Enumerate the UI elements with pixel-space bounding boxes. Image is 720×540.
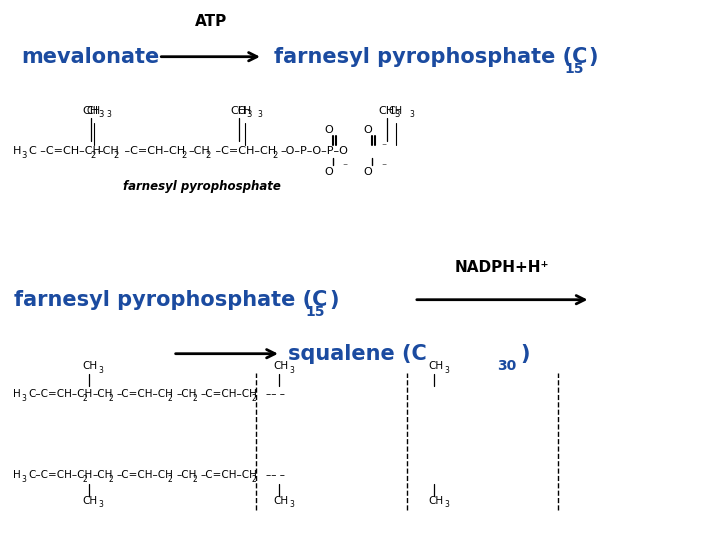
- Text: –CH: –CH: [92, 470, 112, 480]
- Text: 3: 3: [22, 394, 27, 403]
- Text: H: H: [13, 146, 22, 156]
- Text: –CH: –CH: [176, 470, 197, 480]
- Text: CH: CH: [378, 106, 394, 116]
- Text: 3: 3: [99, 501, 104, 509]
- Text: O: O: [324, 167, 333, 177]
- Text: –CH: –CH: [97, 146, 119, 156]
- Text: ⁻: ⁻: [382, 163, 387, 172]
- Text: 2: 2: [193, 394, 198, 403]
- Text: CH: CH: [428, 496, 444, 506]
- Text: –CH: –CH: [189, 146, 210, 156]
- Text: CH: CH: [83, 361, 98, 371]
- Text: CH: CH: [274, 361, 289, 371]
- Text: 2: 2: [167, 394, 172, 403]
- Text: 3: 3: [22, 151, 27, 160]
- Text: ): ): [521, 343, 530, 364]
- Text: –C=CH–CH: –C=CH–CH: [201, 389, 258, 399]
- Text: 3: 3: [289, 501, 294, 509]
- Text: CH: CH: [238, 106, 252, 116]
- Text: 2: 2: [273, 151, 278, 160]
- Text: ): ): [588, 46, 598, 67]
- Text: 2: 2: [181, 151, 186, 160]
- Text: NADPH+H⁺: NADPH+H⁺: [455, 260, 549, 275]
- Text: 2: 2: [83, 394, 88, 403]
- Text: –C=CH–CH: –C=CH–CH: [201, 470, 258, 480]
- Text: 3: 3: [22, 475, 27, 484]
- Text: 2: 2: [251, 394, 256, 403]
- Text: ATP: ATP: [194, 14, 227, 29]
- Text: ): ): [329, 289, 338, 310]
- Text: 15: 15: [305, 305, 325, 319]
- Text: 2: 2: [251, 475, 256, 484]
- Text: farnesyl pyrophosphate (C: farnesyl pyrophosphate (C: [274, 46, 587, 67]
- Text: 3: 3: [246, 110, 251, 119]
- Text: 30: 30: [497, 359, 516, 373]
- Text: farnesyl pyrophosphate: farnesyl pyrophosphate: [122, 180, 281, 193]
- Text: O: O: [364, 125, 372, 134]
- Text: 2: 2: [90, 151, 95, 160]
- Text: 2: 2: [167, 475, 172, 484]
- Text: –CH: –CH: [176, 389, 197, 399]
- Text: –C=CH–CH: –C=CH–CH: [121, 146, 185, 156]
- Text: 2: 2: [109, 475, 114, 484]
- Text: O: O: [364, 167, 372, 177]
- Text: 2: 2: [114, 151, 119, 160]
- Text: CH: CH: [428, 361, 444, 371]
- Text: –C=CH–CH: –C=CH–CH: [117, 389, 174, 399]
- Text: 3: 3: [289, 366, 294, 375]
- Text: ⁻: ⁻: [342, 163, 347, 172]
- Text: 15: 15: [564, 62, 584, 76]
- Text: 3: 3: [99, 110, 104, 119]
- Text: 2: 2: [109, 394, 114, 403]
- Text: 3: 3: [99, 366, 104, 375]
- Text: 3: 3: [394, 110, 399, 119]
- Text: CH: CH: [86, 106, 101, 116]
- Text: C–C=CH–CH: C–C=CH–CH: [28, 470, 92, 480]
- Text: –C=CH–CH: –C=CH–CH: [212, 146, 276, 156]
- Text: –– –: –– –: [266, 470, 285, 480]
- Text: 3: 3: [444, 366, 449, 375]
- Text: 2: 2: [205, 151, 210, 160]
- Text: 3: 3: [107, 110, 112, 119]
- Text: H: H: [13, 389, 21, 399]
- Text: 3: 3: [444, 501, 449, 509]
- Text: –C=CH–CH: –C=CH–CH: [117, 470, 174, 480]
- Text: farnesyl pyrophosphate (C: farnesyl pyrophosphate (C: [14, 289, 328, 310]
- Text: CH: CH: [230, 106, 246, 116]
- Text: ⁻: ⁻: [382, 142, 387, 152]
- Text: –– –: –– –: [266, 389, 285, 399]
- Text: squalene (C: squalene (C: [288, 343, 427, 364]
- Text: C–C=CH–CH: C–C=CH–CH: [28, 389, 92, 399]
- Text: CH: CH: [83, 106, 99, 116]
- Text: CH: CH: [83, 496, 98, 506]
- Text: C –C=CH–CH: C –C=CH–CH: [29, 146, 101, 156]
- Text: H: H: [13, 470, 21, 480]
- Text: –O–P–O–P–O: –O–P–O–P–O: [280, 146, 348, 156]
- Text: –CH: –CH: [92, 389, 112, 399]
- Text: 2: 2: [83, 475, 88, 484]
- Text: CH: CH: [389, 106, 403, 116]
- Text: O: O: [324, 125, 333, 134]
- Text: 2: 2: [193, 475, 198, 484]
- Text: 3: 3: [409, 110, 414, 119]
- Text: mevalonate: mevalonate: [22, 46, 160, 67]
- Text: CH: CH: [274, 496, 289, 506]
- Text: 3: 3: [258, 110, 263, 119]
